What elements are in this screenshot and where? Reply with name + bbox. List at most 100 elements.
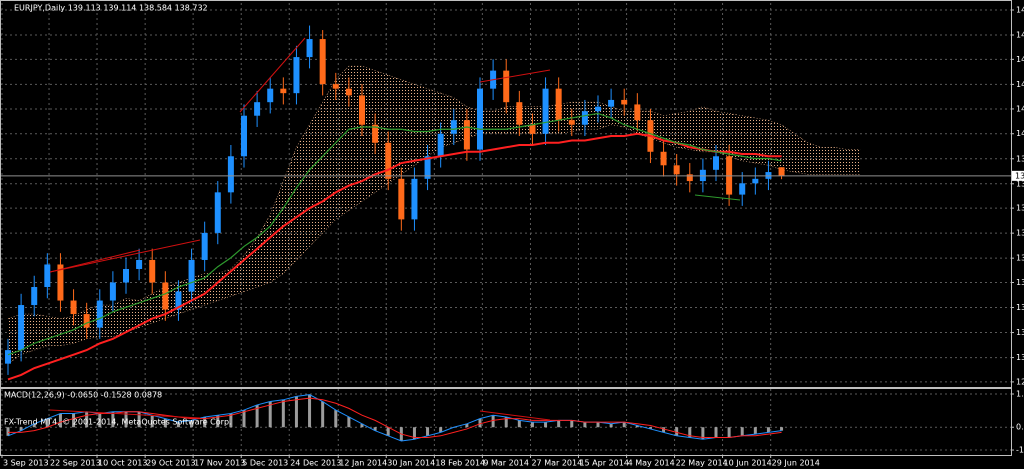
histogram-bar [517,420,521,428]
candle-body [568,120,575,125]
y-tick-label: -1.3303 [1016,446,1024,455]
histogram-bar [570,420,574,428]
histogram-bar [360,423,364,428]
y-tick-label: 142.790 [1016,80,1024,89]
histogram-bar [727,427,731,438]
candle-body [70,300,77,315]
histogram-bar [58,413,62,428]
x-tick-label: 29 Oct 2013 [146,459,195,468]
trend-line [239,37,306,113]
candle-body [18,305,25,351]
candle-body [529,124,536,134]
macd-frame [0,388,1012,456]
histogram-bar [557,420,561,428]
y-tick-label: 140.600 [1016,129,1024,138]
candle-body [516,102,523,125]
histogram-bar [635,425,639,428]
histogram-bar [98,413,102,428]
macd-line [7,397,782,439]
candle-body [254,102,261,116]
y-tick-label: 138.380 [1016,179,1024,188]
y-tick-label: 143.900 [1016,55,1024,64]
candle-body [739,183,746,195]
y-tick-label: 129.590 [1016,377,1024,386]
trend-line [49,409,201,419]
x-tick-label: 17 Nov 2013 [194,459,245,468]
y-tick-label: 139.490 [1016,154,1024,163]
y-tick-label: 135.080 [1016,254,1024,263]
candle-body [332,84,339,89]
current-price-label: 138.732 [1015,171,1024,180]
histogram-bar [386,427,390,436]
x-tick-label: 3 Sep 2013 [3,459,49,468]
histogram-bar [648,427,652,429]
candle-body [686,174,693,182]
candle-body [214,192,221,233]
histogram-bar [268,401,272,428]
x-tick-label: 12 Jan 2014 [339,459,387,468]
histogram-bar [583,422,587,428]
candle-body [83,314,90,328]
y-tick-label: 131.780 [1016,328,1024,337]
histogram-bar [176,422,180,428]
candle-body [621,99,628,105]
x-tick-label: 27 Mar 2014 [531,459,582,468]
y-tick-label: 1.9391 [1016,389,1024,398]
candle-body [280,88,287,94]
x-tick-label: 15 Apr 2014 [579,459,628,468]
moving-average [7,112,782,356]
candle-body [188,259,195,292]
histogram-bar [688,427,692,438]
price-frame [0,0,1012,388]
candle-body [227,156,234,193]
candle-body [240,115,247,157]
trend-line [479,410,551,421]
candle-body [306,39,313,58]
chart-header: EURJPY,Daily 139.113 139.114 138.584 138… [14,4,208,13]
x-tick-label: 24 Dec 2013 [290,459,341,468]
y-tick-label: 132.890 [1016,303,1024,312]
histogram-bar [609,423,613,428]
candle-body [96,300,103,328]
candle-body [162,282,169,310]
histogram-bar [740,427,744,436]
histogram-bar [334,410,338,428]
trend-line [49,249,141,273]
x-tick-label: 10 Jun 2014 [724,459,772,468]
x-tick-label: 5 Dec 2013 [242,459,288,468]
candle-body [175,291,182,310]
histogram-bar [45,418,49,428]
candle-body [424,156,431,179]
candle-body [503,70,510,103]
current-price-box [1012,170,1024,181]
histogram-bar [439,427,443,433]
histogram-bar [308,394,312,428]
candle-body [463,120,470,150]
x-tick-label: 30 Jan 2014 [387,459,435,468]
histogram-bar [85,411,89,428]
histogram-bar [6,427,10,436]
histogram-bar [766,427,770,433]
candle-body [31,287,38,306]
histogram-bar [19,427,23,431]
x-tick-label: 18 Feb 2014 [435,459,485,468]
candle-body [712,156,719,170]
histogram-bar [465,423,469,428]
y-tick-label: 134.000 [1016,278,1024,287]
plot-layer [0,3,1014,458]
candle-body [385,142,392,179]
y-tick-label: 0.00 [1016,423,1024,432]
candle-body [109,282,116,301]
candle-body [358,95,365,125]
candle-body [476,88,483,150]
histogram-bar [373,427,377,431]
candle-body [136,259,143,269]
candle-body [44,264,51,288]
histogram-bar [504,416,508,428]
histogram-bar [412,427,416,440]
histogram-bar [163,418,167,428]
candle-body [122,268,129,283]
histogram-bar [662,427,666,433]
histogram-bar [596,422,600,428]
